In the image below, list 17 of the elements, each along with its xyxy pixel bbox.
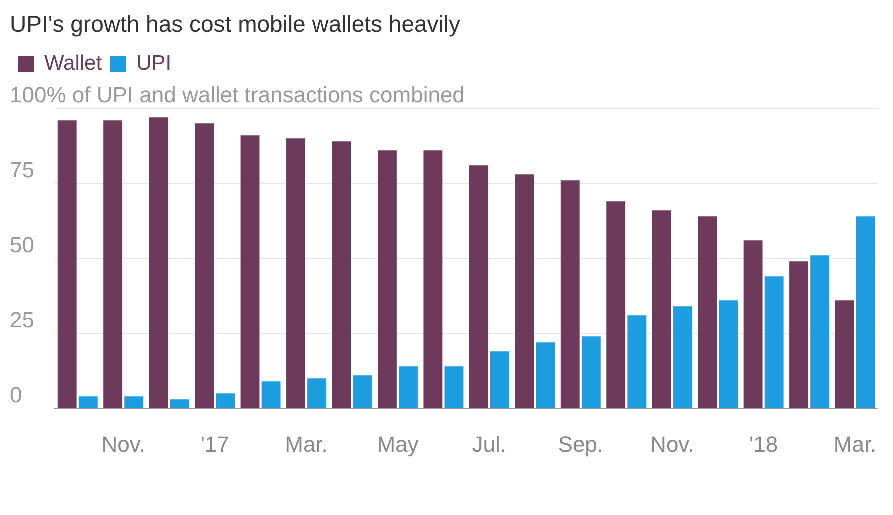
chart-title: UPI's growth has cost mobile wallets heavily (10, 11, 462, 38)
x-tick-label: '18 (749, 432, 778, 457)
y-tick-label: 25 (10, 308, 34, 333)
legend-label: Wallet (44, 52, 102, 75)
x-tick-label: Jul. (472, 432, 507, 457)
legend-label: UPI (136, 52, 172, 75)
y-tick-label: 75 (10, 158, 34, 183)
x-tick-label: Nov. (650, 432, 694, 457)
x-tick-label: Mar. (834, 432, 877, 457)
x-tick-label: '17 (200, 432, 230, 457)
x-tick-label: May (377, 432, 419, 457)
x-tick-label: Sep. (558, 432, 604, 457)
x-tick-label: Mar. (285, 432, 328, 457)
y-tick-label: 100% of UPI and wallet transactions combined (10, 82, 465, 108)
y-tick-label: 50 (10, 232, 34, 258)
x-tick-label: Nov. (102, 432, 146, 457)
y-tick-label: 0 (10, 382, 22, 408)
